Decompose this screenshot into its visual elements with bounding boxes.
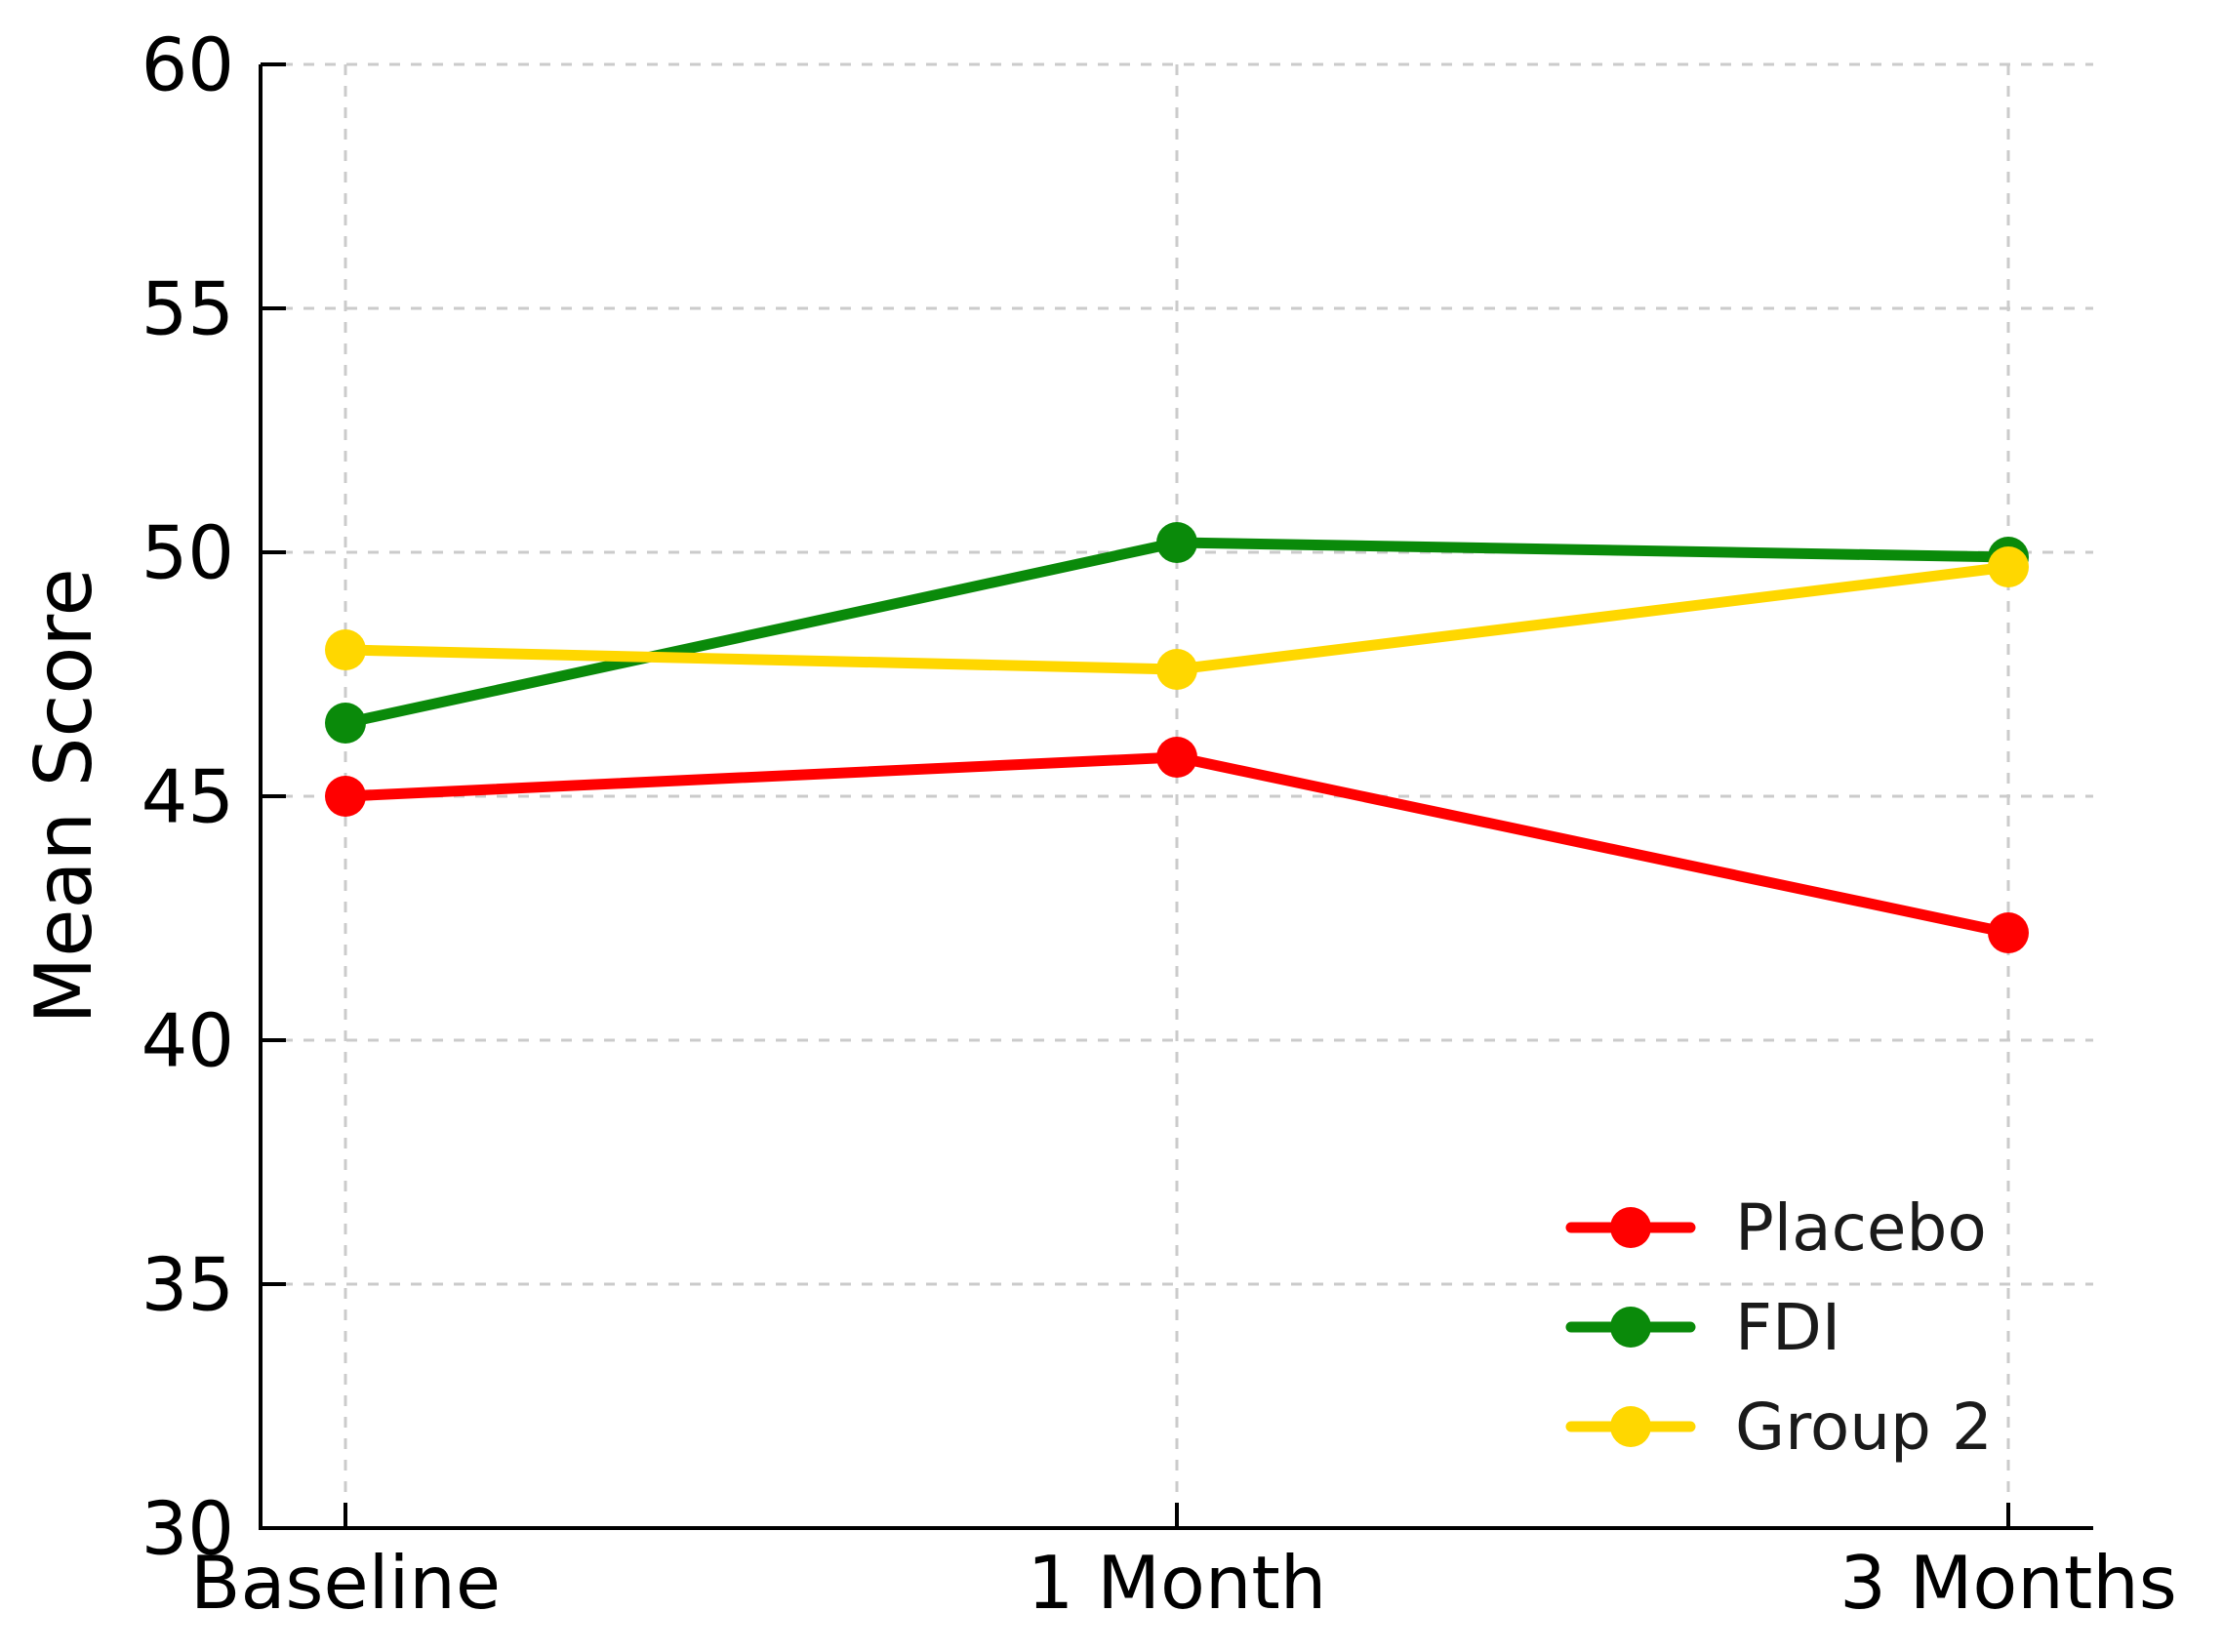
x-tick-label: 3 Months [1839,1540,2177,1626]
legend-label: Placebo [1735,1190,1987,1266]
data-point-group-2 [325,629,366,670]
data-point-fdi [325,703,366,744]
legend-item-placebo: Placebo [1565,1190,1987,1266]
legend-marker [1610,1406,1651,1447]
legend: Placebo FDI Group 2 [1565,1190,1993,1465]
data-point-placebo [1156,737,1197,778]
series-group-2 [325,546,2029,690]
legend-item-group-2: Group 2 [1565,1390,1993,1465]
data-point-placebo [325,776,366,817]
y-tick-label: 45 [141,753,234,839]
axes: 30 35 40 45 50 55 60 Baseline 1 Month 3 Months [141,21,2177,1626]
data-point-fdi [1156,522,1197,563]
y-tick-label: 60 [141,21,234,107]
y-tick-label: 40 [141,997,234,1083]
y-axis-title: Mean Score [19,568,109,1024]
legend-item-fdi: FDI [1565,1290,1840,1365]
x-tick-label: Baseline [190,1540,501,1626]
legend-marker [1610,1207,1651,1248]
legend-label: Group 2 [1735,1390,1993,1465]
y-tick-label: 30 [141,1485,234,1571]
data-point-group-2 [1988,546,2029,587]
data-point-group-2 [1156,649,1197,690]
legend-marker [1610,1307,1651,1348]
y-tick-label: 50 [141,509,234,595]
y-tick-label: 35 [141,1241,234,1327]
x-tick-label: 1 Month [1028,1540,1327,1626]
legend-label: FDI [1735,1290,1840,1365]
data-point-placebo [1988,912,2029,953]
series-placebo [325,737,2029,953]
y-tick-label: 55 [141,265,234,351]
